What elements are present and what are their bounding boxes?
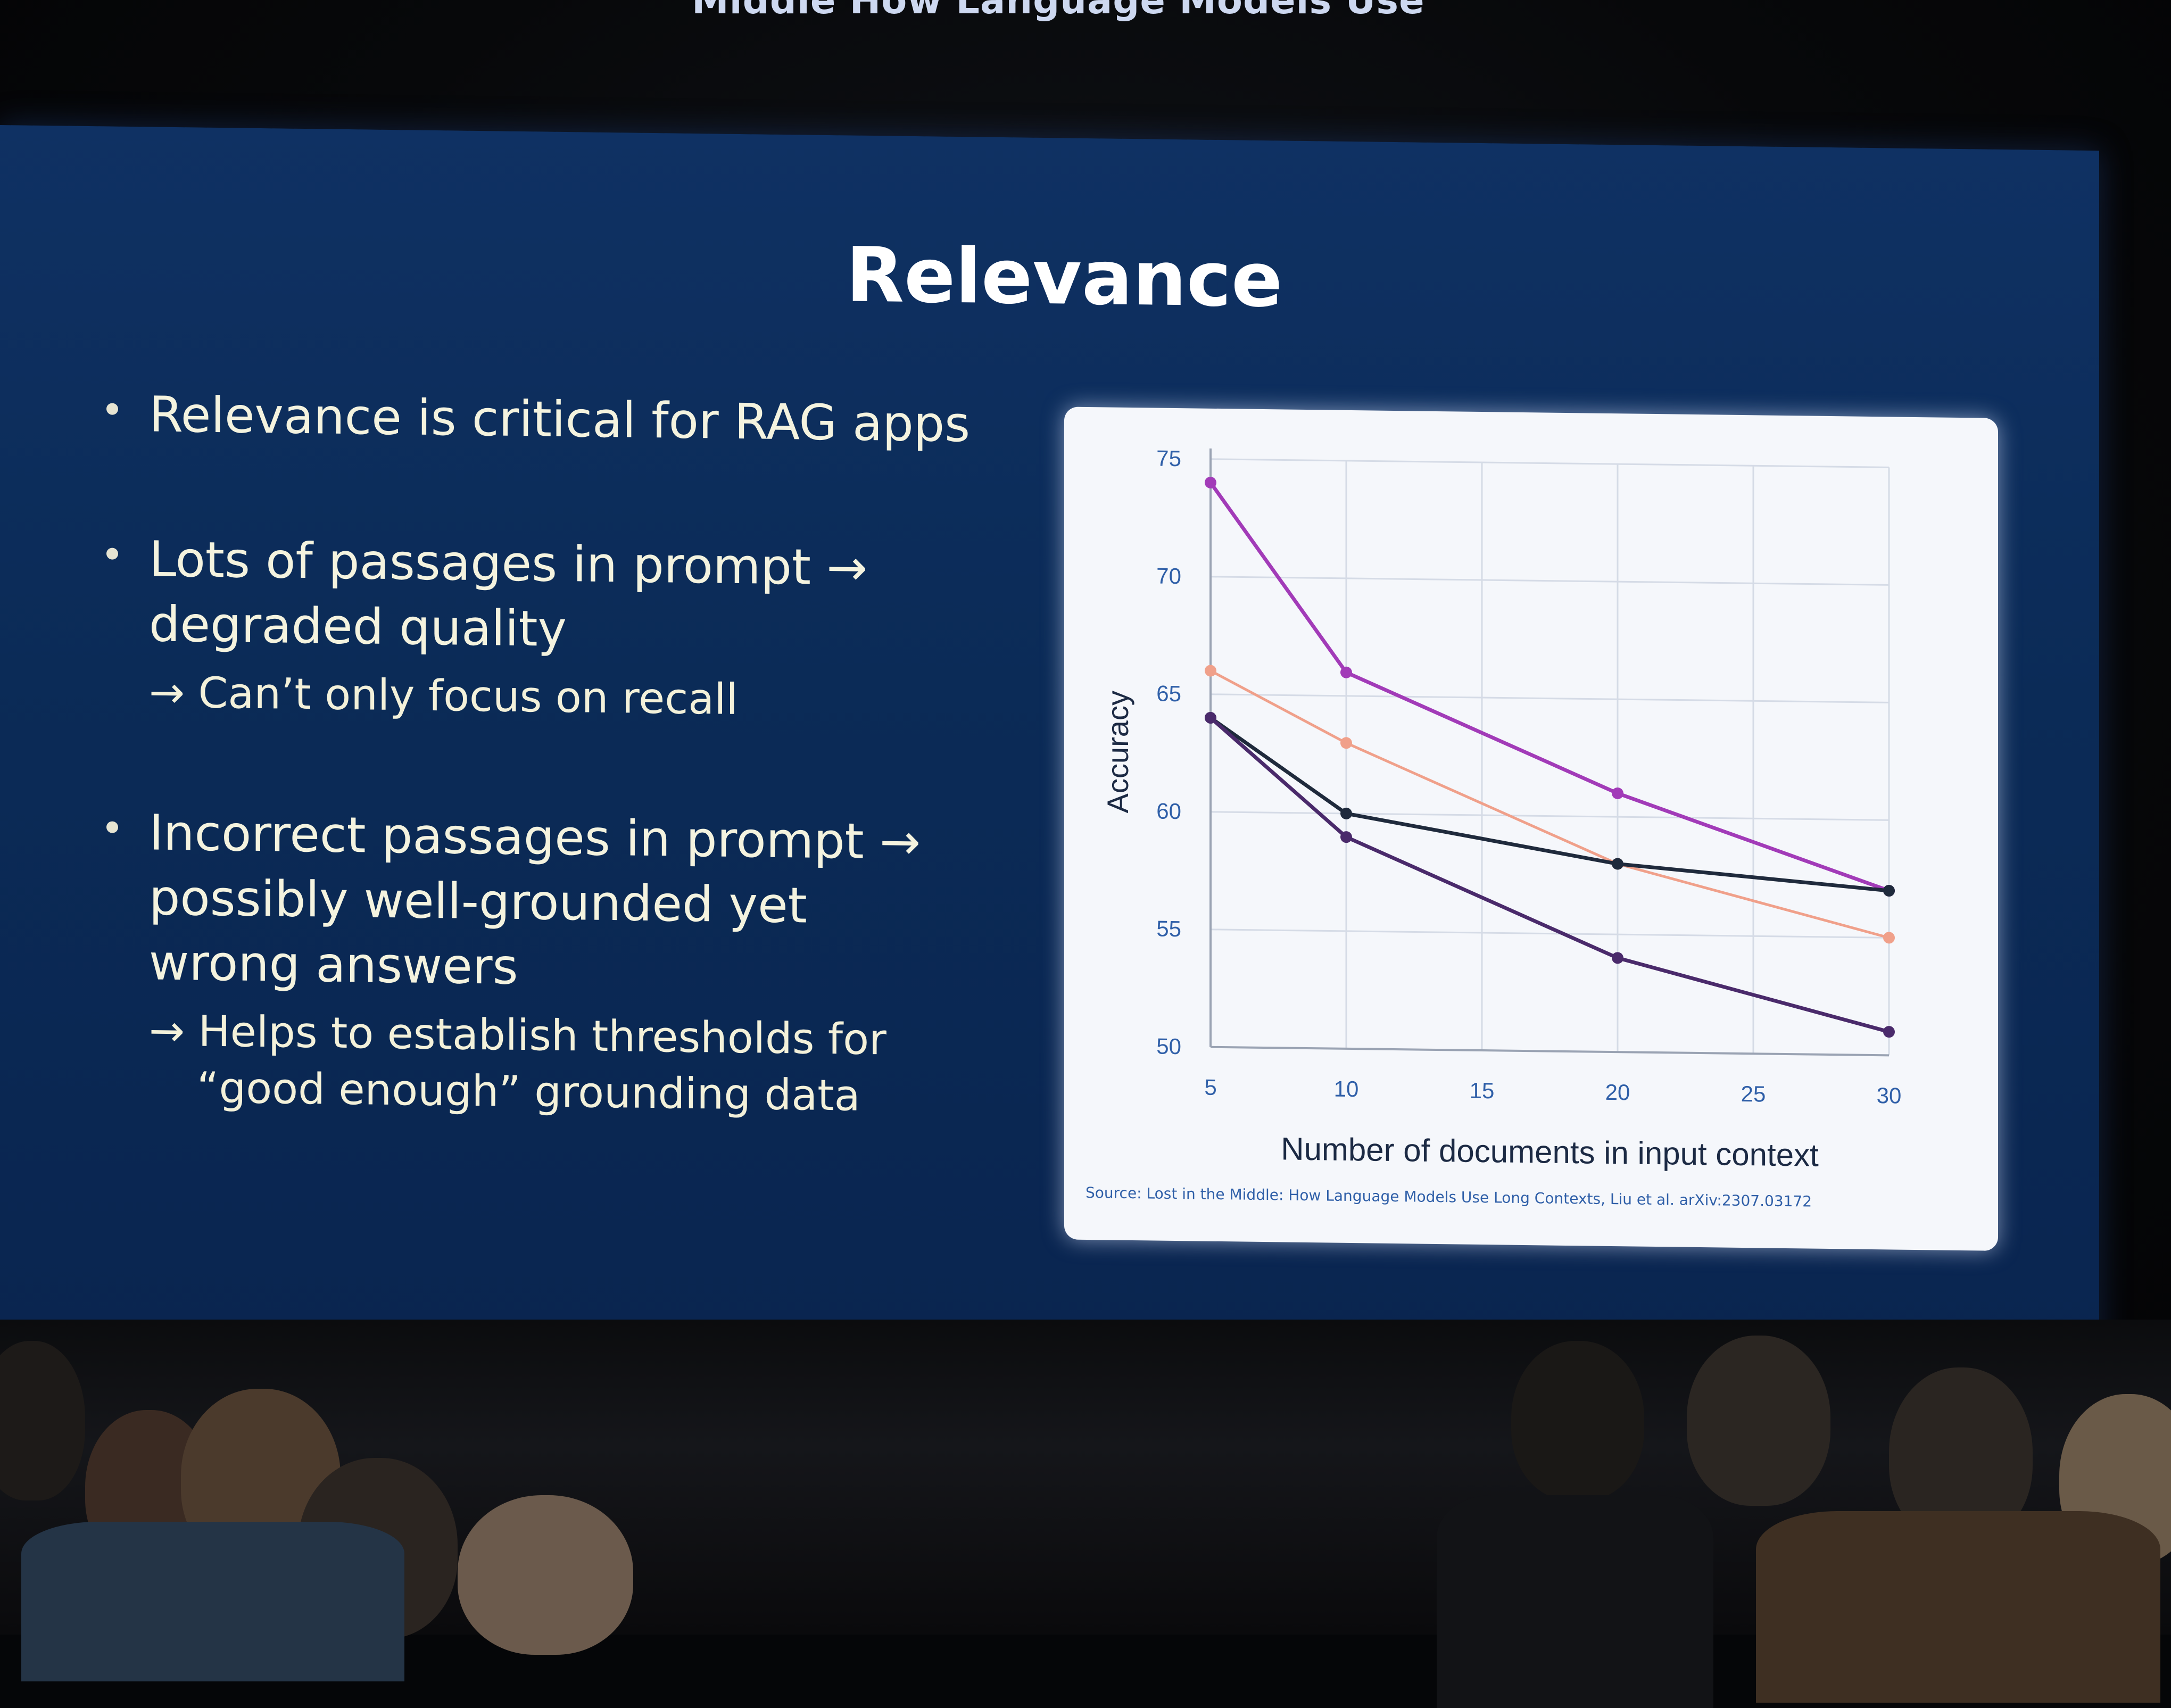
data-point [1205, 476, 1216, 488]
series-line-3 [1209, 716, 1890, 893]
top-caption-strip: Middle How Language Models Use Long Cont… [692, 0, 1426, 21]
series-line-2 [1209, 669, 1890, 939]
series-line-4 [1209, 716, 1890, 1034]
y-tick-label: 60 [1156, 799, 1181, 824]
accuracy-line-chart: 50 55 60 65 70 75 5 10 15 20 25 30 Number of documen… [1101, 446, 1902, 1173]
x-tick-label: 30 [1877, 1083, 1902, 1108]
data-point [1883, 884, 1895, 897]
data-point [1205, 665, 1216, 677]
presentation-slide: Relevance Relevance is critical for RAG … [0, 125, 2099, 1362]
bullet-text: degraded quality [149, 595, 567, 658]
sub-point: → Helps to establish thresholds for [149, 1006, 886, 1065]
data-point [1340, 666, 1352, 678]
grid-line-horizontal [1211, 928, 1889, 939]
x-tick-label: 15 [1470, 1078, 1495, 1104]
chart-card: 50 55 60 65 70 75 5 10 15 20 25 30 Number of documen… [1064, 407, 1998, 1251]
data-point [1883, 1026, 1895, 1038]
data-point [1612, 787, 1623, 799]
sub-point: “good enough” grounding data [197, 1063, 860, 1121]
grid-line-horizontal [1211, 693, 1889, 703]
sub-point: → Can’t only focus on recall [149, 667, 738, 724]
x-tick-label: 5 [1204, 1075, 1216, 1100]
bullet-text: possibly well-grounded yet [149, 869, 807, 934]
data-point [1340, 807, 1352, 819]
x-tick-label: 20 [1605, 1080, 1630, 1105]
audience-body [21, 1522, 404, 1681]
y-axis-label: Accuracy [1101, 691, 1134, 814]
grid-line-horizontal [1211, 811, 1889, 821]
grid-line-horizontal [1211, 576, 1889, 586]
data-point [1340, 831, 1352, 843]
bullet-dot [106, 548, 118, 560]
audience-body [1756, 1511, 2160, 1703]
bullet-list: Relevance is critical for RAG apps Lots … [101, 382, 1032, 1206]
y-tick-label: 65 [1156, 681, 1181, 707]
data-point [1612, 952, 1623, 964]
bullet-text: Relevance is critical for RAG apps [149, 386, 971, 453]
bullet-text: Lots of passages in prompt → [149, 530, 868, 596]
slide-title: Relevance [846, 231, 1283, 325]
audience-head [1687, 1336, 1830, 1506]
audience-head [458, 1495, 633, 1655]
audience-head [0, 1341, 85, 1500]
y-tick-label: 55 [1156, 916, 1181, 942]
bullet-dot [106, 403, 118, 415]
data-point [1612, 858, 1623, 870]
bullet-item: Relevance is critical for RAG apps [101, 382, 1032, 458]
y-tick-label: 70 [1156, 563, 1181, 589]
audience [0, 1320, 2171, 1708]
x-axis-line [1211, 1046, 1889, 1057]
bullet-text: wrong answers [149, 934, 518, 996]
x-tick-label: 10 [1334, 1076, 1359, 1102]
y-tick-label: 75 [1156, 446, 1181, 471]
bullet-text: Incorrect passages in prompt → [149, 804, 921, 871]
series-line-1 [1209, 481, 1890, 893]
x-axis-label: Number of documents in input context [1281, 1131, 1819, 1173]
bullet-item: Lots of passages in prompt → degraded qu… [101, 526, 1032, 731]
audience-head [1511, 1341, 1644, 1500]
audience-body [1437, 1495, 1713, 1708]
data-point [1205, 711, 1216, 724]
grid-line-horizontal [1211, 458, 1889, 468]
data-point [1340, 737, 1352, 749]
bullet-item: Incorrect passages in prompt → possibly … [101, 800, 1032, 1126]
x-tick-label: 25 [1741, 1081, 1766, 1107]
bullet-dot [106, 821, 118, 833]
y-tick-label: 50 [1156, 1034, 1181, 1059]
data-point [1883, 932, 1895, 944]
